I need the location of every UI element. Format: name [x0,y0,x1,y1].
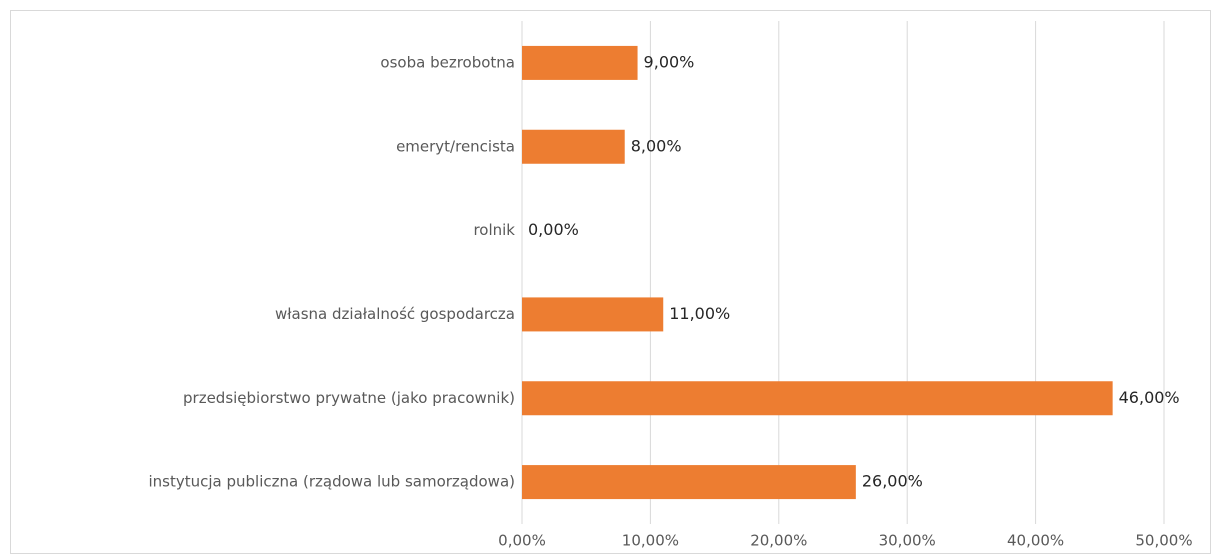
y-tick-label: własna działalność gospodarcza [275,305,515,323]
bar [522,465,856,500]
data-label: 8,00% [631,136,682,155]
x-tick-label: 50,00% [1135,532,1192,550]
data-label: 11,00% [669,304,730,323]
data-label: 46,00% [1119,388,1180,407]
data-label: 26,00% [862,472,923,491]
bar [522,45,638,80]
y-tick-label: instytucja publiczna (rządowa lub samorz… [149,473,516,491]
x-tick-label: 40,00% [1007,532,1064,550]
x-tick-label: 30,00% [879,532,936,550]
y-tick-label: rolnik [473,221,515,239]
bar [522,129,625,164]
y-tick-label: przedsiębiorstwo prywatne (jako pracowni… [183,389,515,407]
bar [522,297,664,332]
y-tick-label: emeryt/rencista [396,137,515,155]
data-label: 9,00% [644,52,695,71]
x-tick-label: 0,00% [498,532,546,550]
x-tick-label: 10,00% [622,532,679,550]
x-tick-label: 20,00% [750,532,807,550]
chart-border [10,10,1211,554]
bar [522,381,1113,416]
y-tick-label: osoba bezrobotna [380,53,515,71]
data-label: 0,00% [528,220,579,239]
